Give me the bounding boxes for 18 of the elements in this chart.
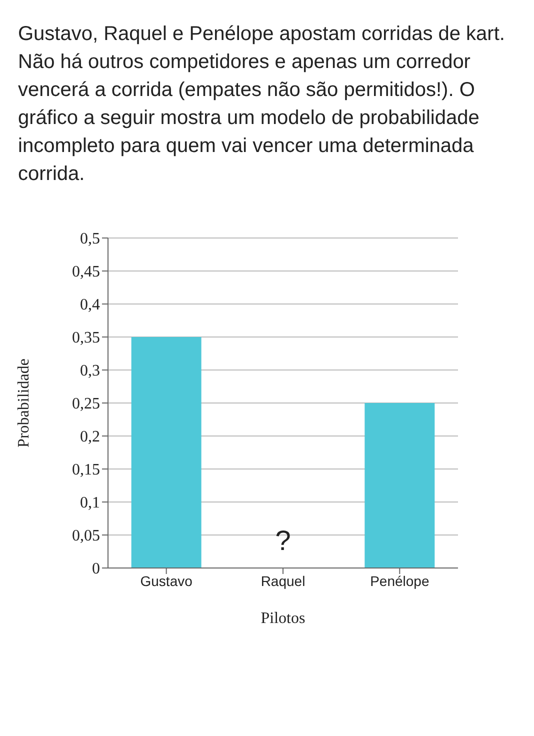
x-tick-label: Gustavo [140,572,193,589]
y-tick-label: 0,5 [80,230,100,248]
y-tick-label: 0,35 [72,330,100,347]
y-tick-label: 0,4 [80,296,100,314]
y-tick-label: 0,3 [80,362,100,380]
y-tick-label: 0 [92,560,100,578]
x-tick-label: Penélope [370,572,430,589]
y-tick-label: 0,2 [80,428,100,446]
annotation: ? [275,524,291,556]
x-tick-label: Raquel [260,572,306,589]
y-axis-title: Probabilidade [16,358,33,448]
y-tick-label: 0,25 [72,396,100,413]
y-tick-label: 0,1 [80,494,100,512]
chart-title: Gustavo, Raquel e Penélope apostam corridas de kart. Não há outros competidores e apenas um corredor vencerá a corrida (empates não são permitidos!). O gráfico a seguir mostra um modelo de probabilidade incompleto para quem vai vencer uma determinada corrida. [18,22,506,187]
y-tick-label: 0,45 [72,264,100,281]
x-axis-title: Pilotos [260,610,306,627]
y-tick-label: 0,05 [72,528,100,545]
y-tick-label: 0,15 [72,462,100,479]
